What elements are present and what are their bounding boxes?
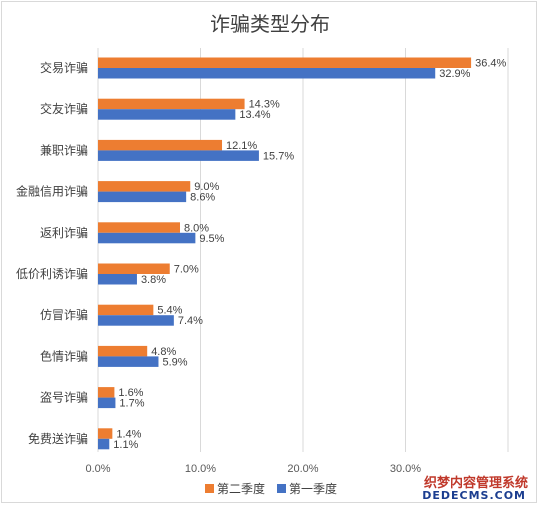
category-label: 盗号诈骗 — [40, 390, 88, 405]
bar-q2 — [98, 57, 472, 68]
category-label: 交友诈骗 — [40, 101, 88, 116]
legend: 第二季度 第一季度 — [205, 480, 343, 497]
data-label-q1: 15.7% — [263, 150, 294, 162]
bar-q2 — [98, 98, 245, 110]
legend-item-q2: 第二季度 — [205, 480, 265, 497]
legend-swatch-q1 — [277, 484, 287, 493]
data-label-q2: 12.1% — [226, 140, 257, 152]
bar-q2 — [98, 387, 115, 398]
legend-label-q1: 第一季度 — [289, 482, 338, 496]
category-label: 兼职诈骗 — [40, 142, 88, 157]
legend-item-q1: 第一季度 — [277, 480, 337, 497]
data-label-q2: 14.3% — [249, 99, 280, 111]
bar-q1 — [98, 191, 187, 203]
bar-q2 — [98, 222, 180, 233]
bar-q1 — [98, 274, 137, 285]
bar-q1 — [98, 315, 174, 326]
data-label-q2: 36.4% — [475, 58, 506, 70]
data-label-q1: 1.7% — [119, 398, 144, 410]
data-label-q1: 3.8% — [141, 274, 166, 286]
data-label-q1: 8.6% — [190, 192, 215, 204]
category-label: 金融信用诈骗 — [16, 184, 88, 199]
x-tick-label: 30.0% — [390, 463, 421, 475]
bar-q1 — [98, 397, 116, 409]
data-label-q2: 7.0% — [174, 264, 199, 276]
bar-q2 — [98, 345, 148, 357]
chart-title: 诈骗类型分布 — [210, 12, 330, 36]
bar-q1 — [98, 438, 110, 450]
watermark-title: 织梦内容管理系统 — [423, 476, 528, 491]
data-label-q2: 8.0% — [184, 222, 209, 234]
category-label: 交易诈骗 — [40, 60, 88, 75]
data-label-q1: 5.9% — [162, 356, 187, 368]
data-label-q2: 9.0% — [194, 181, 219, 193]
data-label-q2: 5.4% — [157, 305, 182, 317]
category-label: 免费送诈骗 — [28, 431, 88, 446]
data-label-q2: 4.8% — [151, 346, 176, 358]
data-label-q1: 1.1% — [113, 439, 138, 451]
bar-q1 — [98, 150, 259, 161]
x-tick-label: 20.0% — [287, 463, 318, 475]
bar-q1 — [98, 68, 436, 79]
category-label: 低价利诱诈骗 — [16, 266, 88, 281]
bar-q2 — [98, 139, 223, 151]
category-label: 返利诈骗 — [40, 225, 88, 240]
data-label-q1: 13.4% — [239, 109, 270, 121]
bar-q2 — [98, 304, 154, 316]
bar-q2 — [98, 428, 113, 439]
category-label: 仿冒诈骗 — [40, 307, 88, 322]
x-tick-label: 0.0% — [85, 463, 110, 475]
bar-q2 — [98, 263, 170, 274]
bar-q1 — [98, 356, 159, 367]
data-label-q1: 9.5% — [199, 233, 224, 245]
bar-q1 — [98, 109, 236, 120]
legend-swatch-q2 — [205, 484, 214, 493]
data-label-q1: 32.9% — [439, 68, 470, 80]
x-tick-label: 10.0% — [185, 463, 216, 475]
bar-q2 — [98, 181, 191, 192]
data-label-q2: 1.6% — [118, 387, 143, 399]
bar-q1 — [98, 232, 196, 244]
legend-label-q2: 第二季度 — [217, 482, 266, 496]
data-label-q1: 7.4% — [178, 315, 203, 327]
category-label: 色情诈骗 — [40, 348, 88, 363]
watermark-url: DEDECMS.COM — [422, 489, 526, 502]
data-label-q2: 1.4% — [116, 428, 141, 440]
